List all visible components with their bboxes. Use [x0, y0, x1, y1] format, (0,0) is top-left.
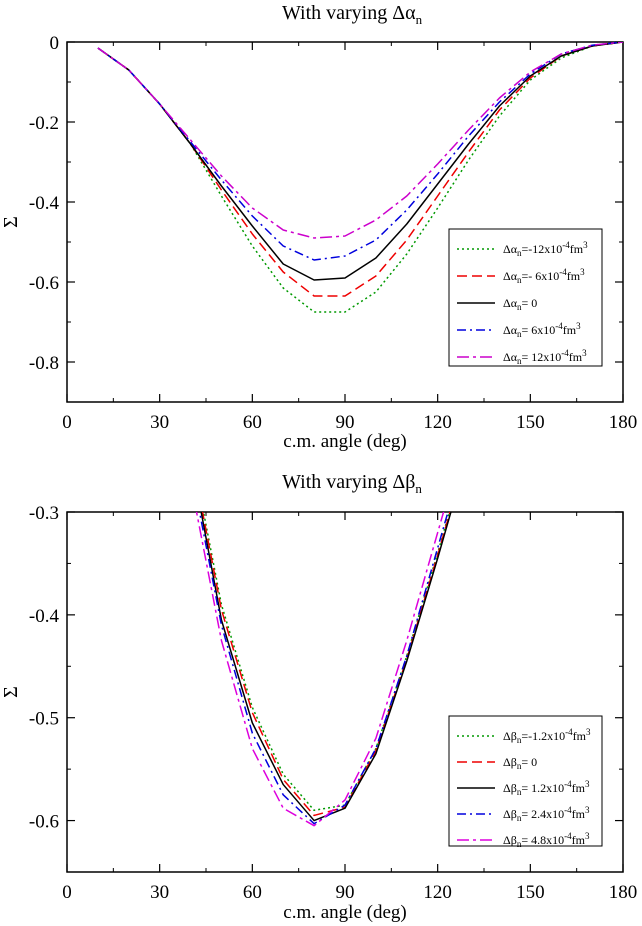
x-tick-label: 180 [609, 412, 638, 433]
legend-label-1: Δαn=-12x10-4fm3 [503, 240, 588, 258]
chart-bottom-title: With varying Δβn [282, 471, 422, 496]
y-tick-label: -0.4 [29, 606, 60, 627]
chart-bottom-legend-box [448, 715, 603, 847]
series-line-4 [198, 512, 449, 825]
y-tick-label: -0.4 [29, 193, 60, 214]
x-tick-label: 60 [243, 412, 262, 433]
x-tick-label: 120 [423, 882, 452, 903]
chart-bottom-x-axis-label: c.m. angle (deg) [283, 902, 406, 923]
legend-label-4: Δαn= 6x10-4fm3 [503, 321, 581, 339]
chart-top-title: With varying Δαn [282, 2, 423, 27]
chart-top-series [97, 42, 623, 313]
y-tick-label: -0.6 [29, 273, 59, 294]
x-tick-label: 90 [336, 882, 355, 903]
chart-top-x-axis-label: c.m. angle (deg) [283, 431, 406, 452]
x-tick-label: 120 [423, 412, 452, 433]
chart-bottom-y-axis-label: Σ [0, 686, 22, 698]
chart-bottom-series [195, 512, 452, 827]
x-tick-label: 30 [150, 882, 169, 903]
series-line-1 [202, 512, 451, 812]
x-tick-label: 180 [609, 882, 638, 903]
legend-label-4: Δβn= 2.4x10-4fm3 [503, 805, 590, 823]
chart-top-y-axis-label: Σ [0, 216, 22, 228]
y-tick-label: -0.8 [29, 353, 59, 374]
x-tick-label: 90 [336, 412, 355, 433]
y-tick-label: -0.5 [29, 709, 59, 730]
y-tick-label: 0 [50, 33, 60, 54]
legend-label-1: Δβn=-1.2x10-4fm3 [503, 727, 591, 745]
x-tick-label: 0 [62, 882, 72, 903]
x-tick-label: 150 [516, 412, 545, 433]
chart-bottom-legend: Δβn=-1.2x10-4fm3 Δβn= 0 Δβn= 1.2x10-4fm3 Δβ… [448, 715, 603, 849]
x-tick-label: 150 [516, 882, 545, 903]
chart-top-legend-box [448, 228, 603, 367]
chart-bottom: With varying Δβn 0 30 60 90 120 150 180 -0.3 -0.… [0, 471, 637, 923]
legend-label-5: Δβn= 4.8x10-4fm3 [503, 831, 590, 849]
x-tick-label: 30 [150, 412, 169, 433]
y-tick-label: -0.6 [29, 812, 59, 833]
legend-label-5: Δαn= 12x10-4fm3 [503, 348, 587, 366]
x-tick-label: 0 [62, 412, 72, 433]
chart-top: With varying Δαn 0 30 60 90 120 150 180 0 -0.2 -0… [0, 2, 637, 452]
x-tick-label: 60 [243, 882, 262, 903]
y-tick-label: -0.3 [29, 503, 59, 524]
legend-label-3: Δαn= 0 [503, 296, 537, 312]
y-tick-label: -0.2 [29, 113, 59, 134]
series-line-5 [97, 42, 623, 239]
chart-top-ticks: 0 30 60 90 120 150 180 0 -0.2 -0.4 -0.6 -0.8 [29, 33, 637, 433]
chart-bottom-ticks: 0 30 60 90 120 150 180 -0.3 -0.4 -0.5 -0.6 [29, 503, 637, 903]
series-line-5 [195, 512, 445, 827]
legend-label-2: Δβn= 0 [503, 755, 537, 771]
chart-top-legend: Δαn=-12x10-4fm3 Δαn=- 6x10-4fm3 Δαn= 0 Δαn=… [448, 228, 603, 367]
legend-label-2: Δαn=- 6x10-4fm3 [503, 267, 585, 285]
legend-label-3: Δβn= 1.2x10-4fm3 [503, 779, 590, 797]
series-line-3 [97, 42, 623, 281]
